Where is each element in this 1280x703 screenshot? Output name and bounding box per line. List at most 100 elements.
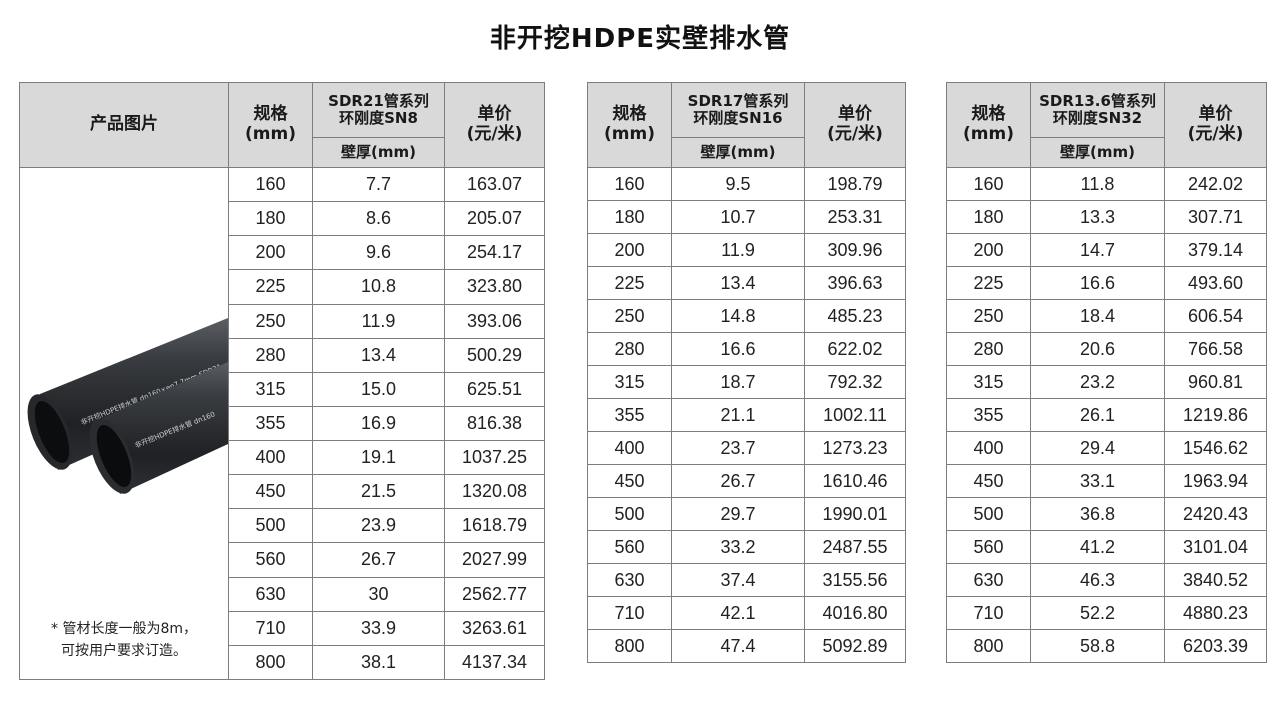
table-row: 500 23.9 1618.79 bbox=[20, 508, 545, 544]
table-row: 355 26.1 1219.86 bbox=[946, 398, 1267, 432]
cell-price: 253.31 bbox=[804, 200, 906, 234]
header-series-line2: 环刚度SN32 bbox=[1052, 109, 1143, 127]
cell-spec: 160 bbox=[946, 167, 1031, 201]
cell-spec: 355 bbox=[946, 398, 1031, 432]
cell-price: 379.14 bbox=[1164, 233, 1267, 267]
cell-wall: 19.1 bbox=[312, 439, 445, 476]
header-spec-line1: 规格 bbox=[612, 104, 647, 125]
cell-price: 198.79 bbox=[804, 167, 906, 201]
table-row: 710 33.9 3263.61 bbox=[20, 610, 545, 646]
cell-spec: 225 bbox=[587, 266, 672, 300]
cell-wall: 10.7 bbox=[671, 200, 805, 234]
table-row: 200 14.7 379.14 bbox=[946, 233, 1267, 267]
cell-spec: 200 bbox=[587, 233, 672, 267]
cell-wall: 26.7 bbox=[312, 542, 445, 578]
cell-price: 960.81 bbox=[1164, 365, 1267, 399]
cell-spec: 400 bbox=[228, 439, 313, 476]
header-price-line2: (元/米) bbox=[466, 124, 523, 144]
cell-price: 1273.23 bbox=[804, 431, 906, 465]
price-table-sdr17: 规格 (mm) SDR17管系列 环刚度SN16 单价 (元/米) 壁厚(mm)… bbox=[587, 82, 906, 663]
cell-wall: 16.6 bbox=[1030, 266, 1165, 300]
cell-price: 2420.43 bbox=[1164, 497, 1267, 531]
table-row: 180 13.3 307.71 bbox=[946, 200, 1267, 234]
header-spec: 规格 (mm) bbox=[946, 82, 1031, 168]
cell-wall: 18.4 bbox=[1030, 299, 1165, 333]
table-row: 225 16.6 493.60 bbox=[946, 266, 1267, 300]
header-product-image: 产品图片 bbox=[19, 82, 229, 168]
cell-spec: 800 bbox=[946, 629, 1031, 663]
header-wall-thickness: 壁厚(mm) bbox=[1030, 137, 1165, 168]
cell-price: 163.07 bbox=[444, 166, 545, 203]
cell-wall: 47.4 bbox=[671, 629, 805, 663]
cell-price: 1002.11 bbox=[804, 398, 906, 432]
table-row: 160 11.8 242.02 bbox=[946, 167, 1267, 201]
header-spec-line2: (mm) bbox=[245, 124, 296, 144]
cell-price: 2027.99 bbox=[444, 542, 545, 578]
cell-spec: 710 bbox=[946, 596, 1031, 630]
note-line-1: * 管材长度一般为8m， bbox=[51, 621, 197, 637]
header-wall-thickness: 壁厚(mm) bbox=[671, 137, 805, 168]
header-price: 单价 (元/米) bbox=[444, 82, 545, 168]
cell-wall: 30 bbox=[312, 576, 445, 612]
table-row: 500 36.8 2420.43 bbox=[946, 497, 1267, 531]
product-photo-area: 非开挖HDPE排水管 dn160×en7.7mm SDR21 非开挖HDPE排水… bbox=[20, 168, 228, 679]
cell-spec: 225 bbox=[228, 269, 313, 305]
page-title: 非开挖HDPE实壁排水管 bbox=[489, 24, 791, 54]
cell-price: 4137.34 bbox=[444, 644, 545, 681]
header-spec: 规格 (mm) bbox=[587, 82, 672, 168]
table-row: 450 21.5 1320.08 bbox=[20, 474, 545, 510]
cell-spec: 630 bbox=[946, 563, 1031, 597]
cell-wall: 33.1 bbox=[1030, 464, 1165, 498]
header-price: 单价 (元/米) bbox=[1164, 82, 1267, 168]
cell-wall: 26.7 bbox=[671, 464, 805, 498]
cell-spec: 280 bbox=[946, 332, 1031, 366]
cell-price: 205.07 bbox=[444, 201, 545, 237]
cell-price: 254.17 bbox=[444, 235, 545, 271]
cell-price: 792.32 bbox=[804, 365, 906, 399]
cell-wall: 18.7 bbox=[671, 365, 805, 399]
cell-spec: 400 bbox=[587, 431, 672, 465]
cell-wall: 41.2 bbox=[1030, 530, 1165, 564]
cell-wall: 14.7 bbox=[1030, 233, 1165, 267]
header-price-line1: 单价 bbox=[838, 104, 872, 125]
cell-spec: 280 bbox=[228, 337, 313, 373]
cell-price: 485.23 bbox=[804, 299, 906, 333]
cell-spec: 315 bbox=[946, 365, 1031, 399]
cell-wall: 33.9 bbox=[312, 610, 445, 646]
cell-wall: 52.2 bbox=[1030, 596, 1165, 630]
cell-wall: 58.8 bbox=[1030, 629, 1165, 663]
table-row: 400 23.7 1273.23 bbox=[587, 431, 906, 465]
table-row: 250 14.8 485.23 bbox=[587, 299, 906, 333]
table-row: 560 41.2 3101.04 bbox=[946, 530, 1267, 564]
table-row: 355 21.1 1002.11 bbox=[587, 398, 906, 432]
cell-spec: 250 bbox=[587, 299, 672, 333]
cell-spec: 560 bbox=[946, 530, 1031, 564]
cell-wall: 11.8 bbox=[1030, 167, 1165, 201]
cell-wall: 42.1 bbox=[671, 596, 805, 630]
cell-price: 1618.79 bbox=[444, 508, 545, 544]
cell-spec: 355 bbox=[587, 398, 672, 432]
cell-wall: 9.5 bbox=[671, 167, 805, 201]
cell-price: 1320.08 bbox=[444, 474, 545, 510]
cell-wall: 9.6 bbox=[312, 235, 445, 271]
cell-spec: 500 bbox=[946, 497, 1031, 531]
table-row: 710 52.2 4880.23 bbox=[946, 596, 1267, 630]
cell-price: 1546.62 bbox=[1164, 431, 1267, 465]
header-price-line1: 单价 bbox=[477, 104, 512, 125]
cell-spec: 160 bbox=[587, 167, 672, 201]
header-wall-thickness: 壁厚(mm) bbox=[312, 137, 445, 168]
cell-price: 396.63 bbox=[804, 266, 906, 300]
cell-price: 500.29 bbox=[444, 337, 545, 373]
table-row: 400 19.1 1037.25 bbox=[20, 439, 545, 476]
cell-price: 5092.89 bbox=[804, 629, 906, 663]
price-table-sdr21: 产品图片 规格 (mm) SDR21管系列 环刚度SN8 单价 (元/米) 壁厚… bbox=[19, 82, 545, 681]
header-price-line1: 单价 bbox=[1198, 104, 1233, 125]
cell-price: 816.38 bbox=[444, 405, 545, 442]
table-row: 800 58.8 6203.39 bbox=[946, 629, 1267, 663]
cell-spec: 250 bbox=[946, 299, 1031, 333]
product-image-cell: 非开挖HDPE排水管 dn160×en7.7mm SDR21 非开挖HDPE排水… bbox=[19, 167, 229, 680]
cell-spec: 400 bbox=[946, 431, 1031, 465]
table-row: 315 15.0 625.51 bbox=[20, 371, 545, 407]
cell-price: 625.51 bbox=[444, 371, 545, 407]
table-row: 180 8.6 205.07 bbox=[20, 201, 545, 237]
